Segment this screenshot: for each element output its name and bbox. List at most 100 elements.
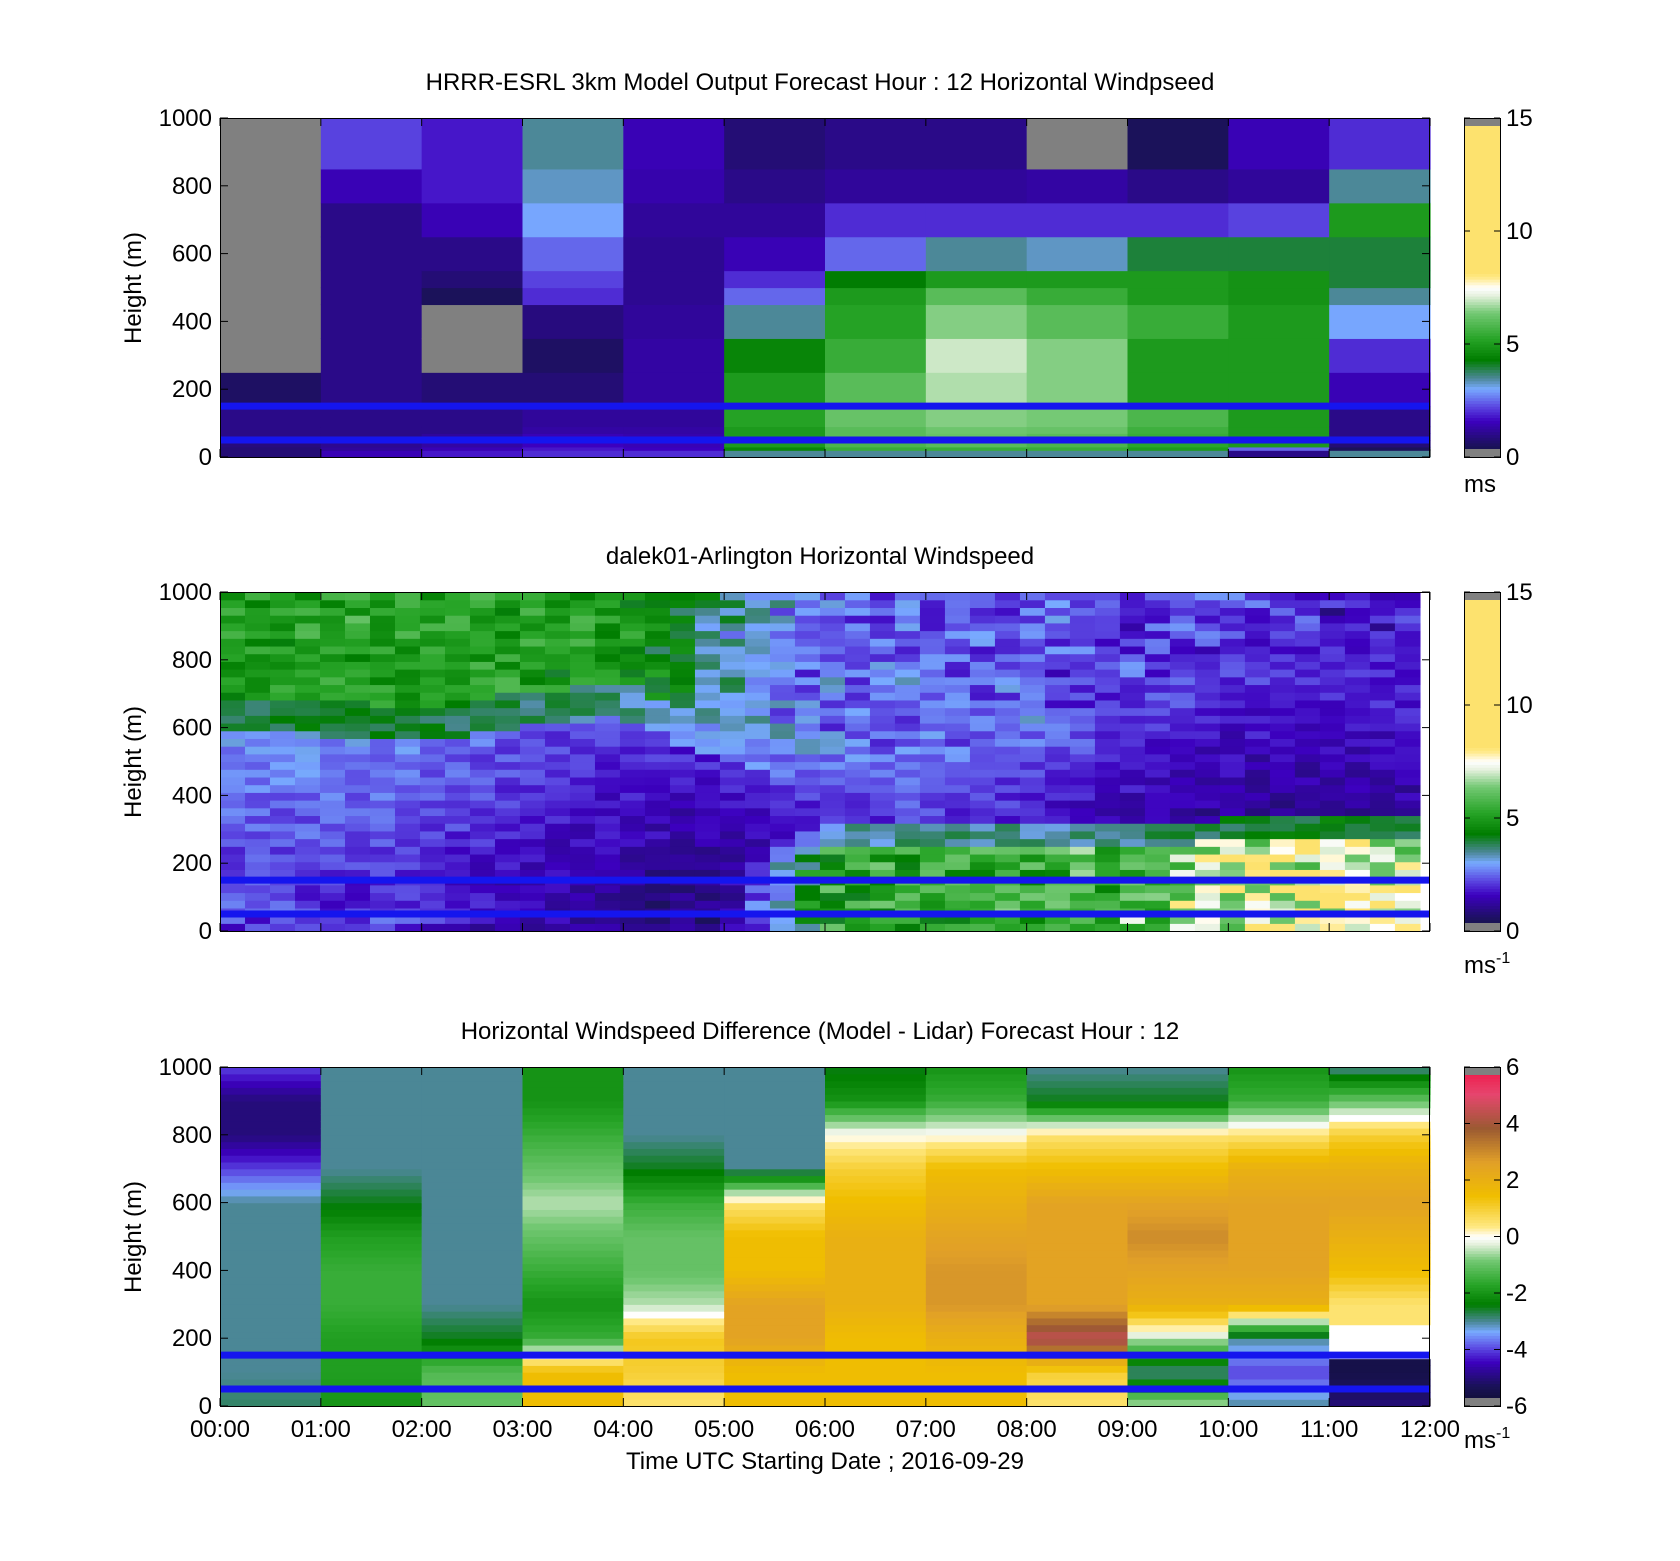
- heatmap-cell: [825, 1283, 927, 1292]
- heatmap-cell: [619, 638, 646, 647]
- heatmap-cell: [925, 446, 1028, 451]
- heatmap-cell: [220, 784, 246, 793]
- heatmap-cell: [1394, 830, 1421, 840]
- heatmap-cell: [220, 1243, 322, 1251]
- heatmap-cell: [544, 699, 571, 709]
- heatmap-cell: [769, 676, 796, 686]
- colorbar-swatch: [1464, 1360, 1500, 1365]
- heatmap-cell: [869, 645, 896, 655]
- heatmap-cell: [1044, 607, 1071, 616]
- heatmap-cell: [1119, 630, 1146, 639]
- heatmap-cell: [994, 792, 1021, 801]
- heatmap-cell: [220, 761, 246, 770]
- heatmap-cell: [1169, 846, 1196, 855]
- heatmap-cell: [220, 722, 246, 732]
- heatmap-cell: [1244, 699, 1271, 709]
- heatmap-cell: [594, 869, 621, 878]
- heatmap-cell: [623, 1263, 725, 1271]
- heatmap-cell: [244, 692, 271, 701]
- colorbar-swatch: [1464, 885, 1500, 890]
- heatmap-cell: [421, 1263, 524, 1271]
- heatmap-cell: [844, 869, 871, 878]
- heatmap-cell: [569, 776, 596, 786]
- heatmap-cell: [1394, 730, 1421, 739]
- heatmap-cell: [1169, 669, 1196, 678]
- heatmap-cell: [244, 622, 271, 632]
- heatmap-cell: [744, 730, 771, 739]
- heatmap-cell: [1119, 861, 1146, 870]
- heatmap-cell: [769, 884, 796, 894]
- heatmap-cell: [1369, 846, 1396, 855]
- heatmap-cell: [869, 707, 896, 716]
- heatmap-cell: [1119, 684, 1146, 693]
- heatmap-cell: [1228, 1331, 1330, 1339]
- heatmap-cell: [744, 599, 771, 609]
- heatmap-cell: [1194, 730, 1221, 739]
- heatmap-cell: [1069, 853, 1096, 863]
- heatmap-cell: [319, 892, 346, 901]
- heatmap-cell: [421, 1087, 524, 1095]
- heatmap-cell: [419, 884, 446, 894]
- heatmap-cell: [1044, 653, 1071, 662]
- colorbar-swatch: [1464, 369, 1500, 373]
- heatmap-cell: [544, 823, 571, 832]
- x-tick-label: 07:00: [896, 1416, 956, 1443]
- heatmap-cell: [519, 892, 546, 901]
- heatmap-cell: [744, 823, 771, 832]
- heatmap-cell: [644, 830, 671, 840]
- heatmap-cell: [844, 900, 871, 909]
- heatmap-cell: [869, 676, 896, 686]
- heatmap-cell: [919, 838, 946, 847]
- heatmap-cell: [1228, 1175, 1330, 1183]
- heatmap-cell: [1044, 638, 1071, 647]
- heatmap-cell: [1294, 653, 1321, 662]
- heatmap-cell: [1319, 661, 1346, 670]
- heatmap-cell: [244, 630, 271, 639]
- heatmap-cell: [1294, 692, 1321, 701]
- heatmap-cell: [1026, 1297, 1129, 1305]
- heatmap-cell: [1019, 853, 1046, 863]
- colorbar-swatch: [1464, 1185, 1500, 1190]
- heatmap-cell: [1019, 753, 1046, 763]
- heatmap-cell: [421, 1073, 524, 1082]
- heatmap-cell: [969, 730, 996, 739]
- heatmap-cell: [1044, 900, 1071, 909]
- heatmap-cell: [1069, 684, 1096, 693]
- colorbar-swatch: [1464, 1335, 1500, 1339]
- panel-title: HRRR-ESRL 3km Model Output Forecast Hour…: [426, 69, 1215, 96]
- colorbar-swatch: [1464, 363, 1500, 368]
- heatmap-cell: [1169, 622, 1196, 632]
- heatmap-cell: [825, 1338, 927, 1346]
- heatmap-cell: [1269, 746, 1296, 755]
- heatmap-cell: [1394, 669, 1421, 678]
- heatmap-cell: [1344, 807, 1371, 817]
- heatmap-cell: [294, 869, 321, 878]
- heatmap-cell: [1269, 738, 1296, 747]
- heatmap-cell: [719, 676, 746, 686]
- colorbar-swatch: [1464, 829, 1500, 833]
- heatmap-cell: [769, 699, 796, 709]
- heatmap-cell: [719, 645, 746, 655]
- heatmap-cell: [1119, 892, 1146, 901]
- heatmap-cell: [421, 1243, 524, 1251]
- heatmap-cell: [1169, 645, 1196, 655]
- heatmap-cell: [544, 892, 571, 901]
- heatmap-cell: [444, 915, 471, 924]
- colorbar-swatch: [1464, 199, 1500, 204]
- heatmap-cell: [794, 715, 821, 724]
- heatmap-cell: [1019, 792, 1046, 801]
- colorbar-swatch: [1464, 1233, 1500, 1238]
- heatmap-cell: [744, 815, 771, 824]
- heatmap-cell: [925, 1256, 1028, 1265]
- colorbar-swatch: [1464, 637, 1500, 641]
- heatmap-cell: [794, 730, 821, 739]
- heatmap-cell: [244, 707, 271, 716]
- heatmap-cell: [969, 592, 996, 601]
- heatmap-cell: [394, 622, 421, 632]
- heatmap-cell: [844, 776, 871, 786]
- heatmap-cell: [1344, 715, 1371, 724]
- heatmap-cell: [244, 776, 271, 786]
- heatmap-cell: [594, 900, 621, 909]
